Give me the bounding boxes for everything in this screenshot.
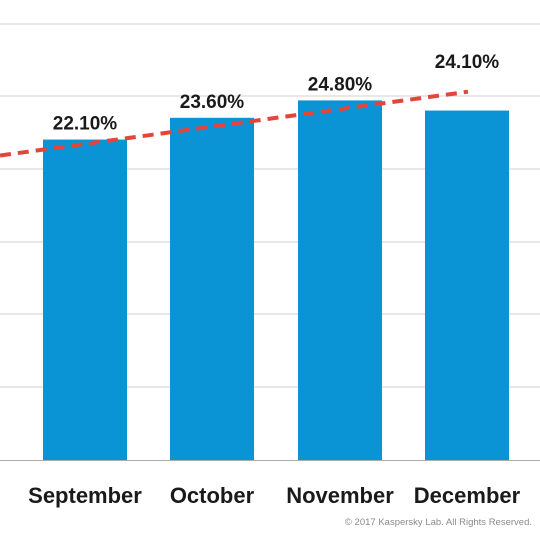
bar-december: [425, 110, 509, 461]
value-label-december: 24.10%: [435, 52, 500, 73]
bar-october: [170, 117, 254, 461]
value-labels: 22.10% 23.60% 24.80% 24.10%: [53, 52, 500, 135]
category-label-october: October: [170, 483, 255, 508]
bar-september: [43, 139, 127, 461]
category-label-september: September: [28, 483, 142, 508]
bar-november: [298, 100, 382, 461]
trendline: [0, 89, 469, 158]
value-label-september: 22.10%: [53, 114, 118, 135]
bars: [43, 100, 509, 461]
value-label-october: 23.60%: [180, 92, 245, 113]
trend-line: [0, 89, 469, 158]
category-label-december: December: [414, 483, 521, 508]
copyright-text: © 2017 Kaspersky Lab. All Rights Reserve…: [344, 517, 532, 528]
value-label-november: 24.80%: [308, 74, 373, 95]
category-label-november: November: [286, 483, 394, 508]
category-labels: September October November December: [28, 483, 520, 508]
